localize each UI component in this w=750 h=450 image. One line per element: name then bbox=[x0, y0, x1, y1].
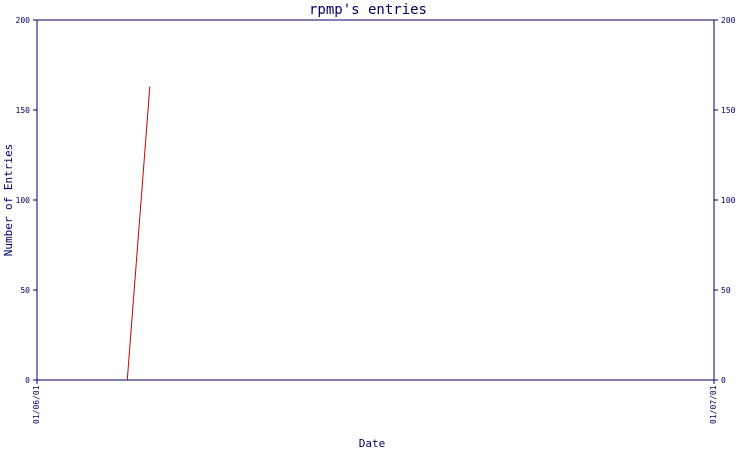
x-tick-label: 01/07/01 bbox=[709, 385, 718, 424]
y-axis-title: Number of Entries bbox=[2, 144, 15, 257]
series-layer bbox=[126, 86, 151, 381]
x-axis: 01/06/01 01/07/01 bbox=[32, 380, 718, 424]
right-axis: 0 50 100 150 200 bbox=[714, 16, 736, 385]
x-axis-title: Date bbox=[359, 437, 386, 450]
left-y-tick-label: 50 bbox=[20, 286, 30, 295]
left-y-tick-label: 150 bbox=[16, 106, 31, 115]
left-y-tick-label: 200 bbox=[16, 16, 31, 25]
x-tick-label: 01/06/01 bbox=[32, 385, 41, 424]
right-y-tick-label: 0 bbox=[721, 376, 726, 385]
right-y-tick-label: 100 bbox=[721, 196, 736, 205]
right-y-tick-label: 150 bbox=[721, 106, 736, 115]
series-line-1 bbox=[126, 86, 151, 381]
right-y-tick-label: 50 bbox=[721, 286, 731, 295]
left-axis: 0 50 100 150 200 bbox=[16, 16, 37, 385]
plot-border bbox=[36, 19, 715, 381]
left-y-tick-label: 0 bbox=[25, 376, 30, 385]
chart-title: rpmp's entries bbox=[309, 2, 427, 18]
left-y-tick-label: 100 bbox=[16, 196, 31, 205]
plot-frame bbox=[36, 19, 715, 381]
right-y-tick-label: 200 bbox=[721, 16, 736, 25]
